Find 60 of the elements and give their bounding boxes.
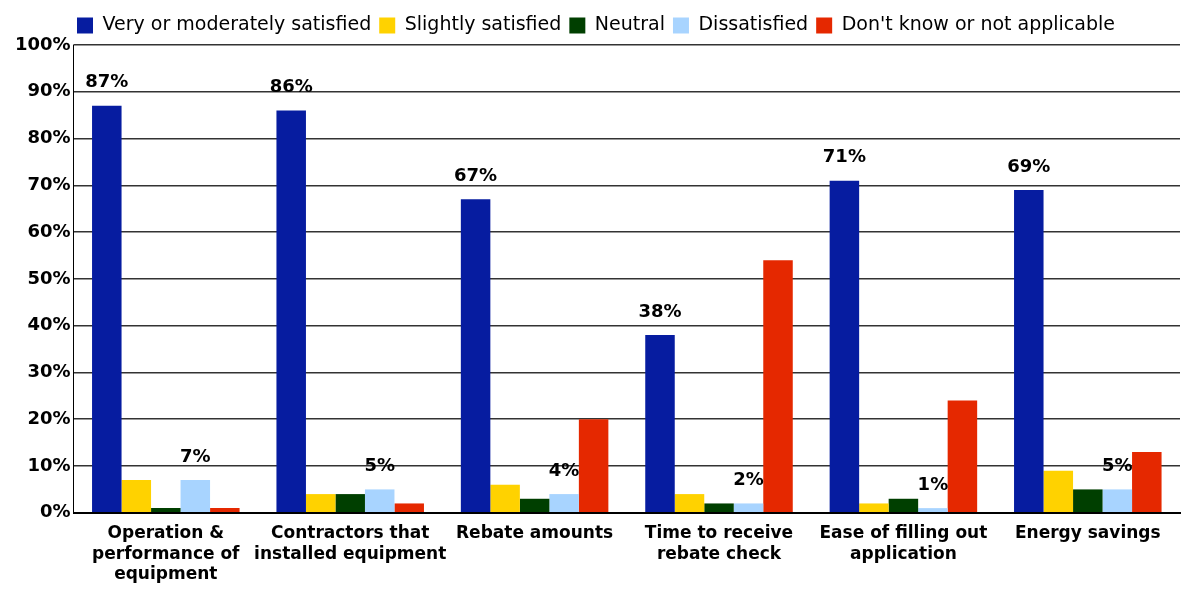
bar <box>1043 470 1074 513</box>
y-tick-label: 90% <box>27 79 71 101</box>
y-tick-label: 30% <box>27 360 71 382</box>
y-tick-label: 60% <box>27 219 71 241</box>
bar <box>674 494 705 513</box>
bar <box>121 480 152 513</box>
data-label: 69% <box>1007 154 1051 176</box>
bar <box>1014 190 1044 513</box>
bar <box>888 498 919 513</box>
data-label: 71% <box>822 145 866 167</box>
x-tick-label: Operation & performance of equipment <box>92 522 241 584</box>
bar <box>180 480 211 513</box>
bar <box>394 503 424 513</box>
bar <box>305 494 336 513</box>
y-tick-label: 80% <box>27 126 71 148</box>
y-tick-label: 40% <box>27 313 71 335</box>
y-tick-label: 10% <box>27 453 71 475</box>
bar <box>704 503 734 513</box>
data-label: 67% <box>454 164 498 186</box>
bar <box>947 400 978 513</box>
bar <box>1073 489 1103 513</box>
bar <box>829 180 860 513</box>
data-label: 1% <box>917 472 949 494</box>
bar <box>918 508 948 513</box>
bar <box>210 508 240 513</box>
x-tick-label: Contractors that installed equipment <box>254 522 447 563</box>
bar <box>859 503 889 513</box>
data-label: 7% <box>180 444 211 466</box>
y-tick-label: 100% <box>15 32 71 54</box>
bar <box>460 199 491 513</box>
legend-label: Very or moderately satisfied <box>102 12 372 35</box>
bar <box>490 484 520 513</box>
legend-label: Don't know or not applicable <box>841 12 1116 35</box>
bar <box>151 508 181 513</box>
data-label: 38% <box>638 299 682 321</box>
x-tick-label: Rebate amounts <box>456 522 614 543</box>
bar <box>364 489 395 513</box>
x-tick-label: Ease of filling out application <box>819 522 988 563</box>
legend-label: Neutral <box>594 12 665 35</box>
bar <box>519 498 550 513</box>
bar <box>763 260 793 513</box>
bar <box>92 105 122 513</box>
data-label: 86% <box>269 75 313 97</box>
y-tick-label: 50% <box>27 266 71 288</box>
data-label: 87% <box>85 70 129 92</box>
bar <box>276 110 306 513</box>
x-tick-label: Time to receive rebate check <box>644 522 794 563</box>
bar <box>1102 489 1133 513</box>
legend-label: Dissatisfied <box>698 12 809 35</box>
bar <box>335 494 365 513</box>
bar <box>1132 451 1162 513</box>
bar <box>645 335 675 513</box>
bar <box>549 494 579 513</box>
y-tick-label: 20% <box>27 406 71 428</box>
bar <box>578 419 609 513</box>
legend-label: Slightly satisfied <box>404 12 562 35</box>
y-tick-label: 70% <box>27 173 71 195</box>
x-tick-label: Energy savings <box>1014 522 1161 543</box>
y-tick-label: 0% <box>40 500 71 522</box>
bar <box>733 503 764 513</box>
